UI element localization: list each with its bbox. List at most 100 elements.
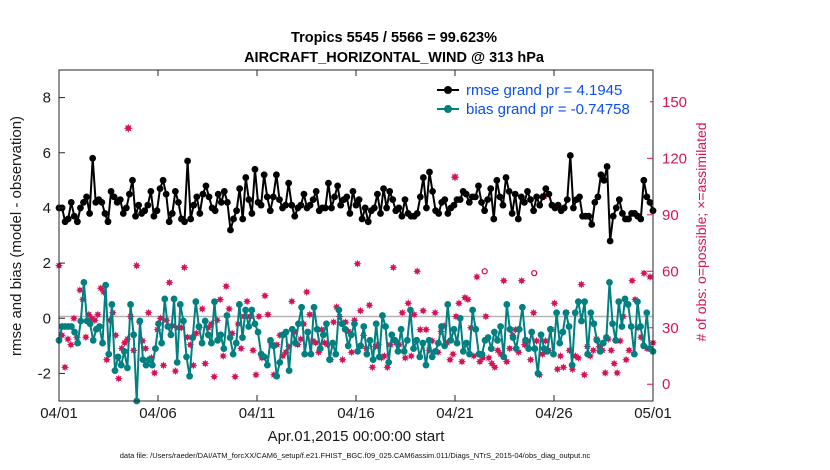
obs-count-marker [550, 299, 559, 308]
bias-marker [270, 342, 277, 350]
rmse-marker [364, 218, 372, 226]
bias-marker [229, 350, 237, 358]
rmse-marker [594, 193, 602, 201]
bias-marker [74, 339, 82, 347]
bias-marker [360, 323, 368, 330]
bias-marker [422, 361, 430, 369]
obs-count-marker [69, 314, 78, 323]
obs-count-marker [171, 367, 180, 376]
obs-count-marker [628, 276, 637, 285]
bias-marker [425, 336, 433, 344]
bias-marker [211, 298, 218, 306]
y2-tick-label: 0 [662, 376, 670, 393]
bias-marker [531, 345, 539, 352]
bias-marker [562, 309, 570, 317]
bias-marker [369, 356, 377, 364]
obs-count-marker [529, 308, 538, 317]
rmse-marker [175, 199, 182, 206]
data-file-footnote: data file: /Users/raeder/DAI/ATM_forcXX/… [120, 451, 591, 460]
rmse-marker [260, 171, 268, 179]
rmse-marker [309, 196, 317, 204]
bias-marker [71, 328, 78, 336]
bias-marker [630, 350, 638, 358]
bias-marker [428, 353, 436, 361]
rmse-marker [603, 163, 611, 170]
obs-count-marker [499, 276, 508, 285]
bias-marker [130, 331, 138, 339]
bias-marker [232, 339, 240, 347]
bias-marker [323, 320, 330, 328]
obs-count-marker [450, 172, 460, 182]
obs-count-marker [114, 374, 123, 383]
bias-marker [344, 342, 352, 350]
bias-marker [226, 334, 234, 341]
rmse-marker [107, 187, 115, 195]
bias-marker [307, 350, 315, 358]
bias-marker [260, 353, 268, 361]
obs-count-marker [132, 261, 141, 270]
bias-marker [145, 356, 153, 364]
bias-marker [99, 339, 106, 347]
bias-marker [155, 320, 162, 328]
rmse-marker [83, 193, 90, 201]
rmse-marker [640, 176, 648, 184]
bias-marker [587, 309, 595, 317]
rmse-marker [490, 215, 498, 223]
obs-count-marker [243, 297, 252, 306]
bias-marker [518, 303, 526, 311]
obs-count-marker [416, 325, 425, 334]
bias-marker [354, 347, 361, 355]
obs-count-marker [216, 295, 225, 304]
obs-count-marker [484, 353, 493, 362]
obs-count-marker [622, 355, 631, 364]
bias-marker [96, 323, 103, 330]
bias-marker [220, 345, 228, 352]
rmse-marker [80, 199, 87, 206]
bias-marker [487, 345, 495, 352]
rmse-marker [609, 212, 617, 220]
obs-count-marker [610, 359, 619, 368]
obs-count-marker [365, 301, 374, 310]
rmse-marker [122, 204, 130, 212]
obs-count-marker [646, 272, 654, 281]
bias-marker [441, 342, 449, 350]
bias-marker [615, 298, 623, 306]
obs-count-marker [222, 282, 231, 291]
bias-marker [596, 347, 604, 355]
x-tick-label: 04/11 [239, 405, 275, 422]
bias-marker [534, 370, 542, 377]
rmse-marker [398, 212, 406, 220]
rmse-marker [181, 218, 188, 226]
bias-marker [438, 323, 445, 330]
obs-count-marker [93, 310, 102, 319]
bias-marker [267, 336, 274, 344]
bias-marker [478, 350, 486, 358]
rmse-marker [576, 193, 583, 201]
bias-marker [223, 312, 231, 319]
bias-marker [593, 336, 601, 344]
bias-marker [590, 320, 598, 328]
bias-marker [407, 306, 414, 314]
rmse-marker [306, 201, 314, 209]
obs-count-marker [159, 361, 168, 370]
obs-count-marker [413, 267, 422, 276]
rmse-marker [462, 190, 470, 198]
bias-marker [239, 334, 246, 341]
rmse-marker [358, 215, 366, 223]
obs-count-marker [455, 299, 463, 308]
rmse-marker [328, 204, 335, 212]
bias-marker [512, 345, 520, 352]
bias-marker [500, 353, 508, 361]
bias-marker [148, 361, 156, 369]
bias-marker [472, 325, 480, 333]
bias-marker [245, 323, 253, 330]
x-axis-label: Apr.01,2015 00:00:00 start [268, 428, 446, 445]
rmse-marker [291, 212, 299, 220]
legend: rmse grand pr = 4.1945 bias grand pr = -… [432, 78, 650, 118]
y-axis-ticks: -2 0 2 4 6 8 [38, 90, 65, 382]
bias-marker [556, 339, 564, 347]
bias-marker [447, 336, 455, 344]
rmse-marker [129, 176, 136, 184]
bias-marker [164, 323, 172, 330]
